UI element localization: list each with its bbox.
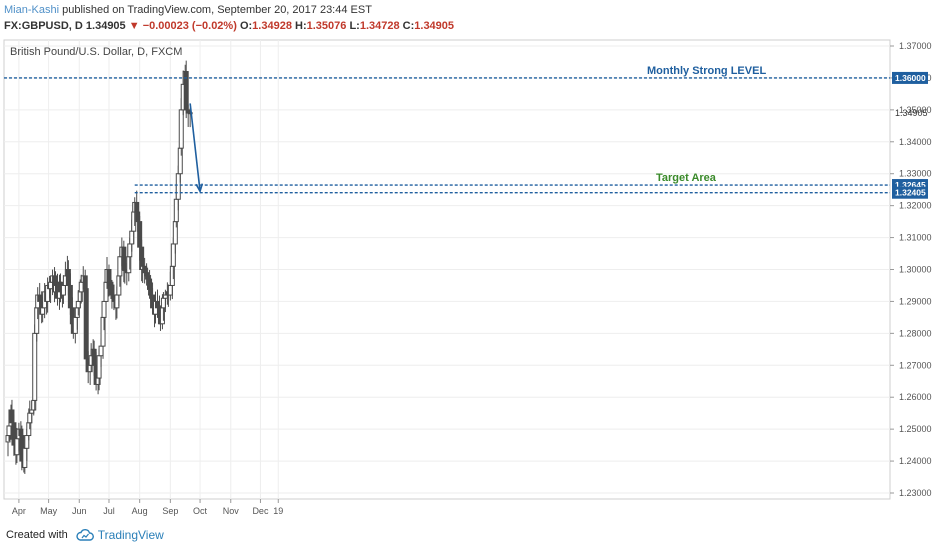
candle-body: [83, 288, 89, 360]
x-tick-label: 19: [273, 506, 283, 516]
candle-body: [109, 284, 115, 296]
candle-body: [96, 355, 102, 379]
chart-title: British Pound/U.S. Dollar, D, FXCM: [10, 46, 182, 58]
candle-body: [27, 412, 33, 424]
low-value: 1.34728: [359, 20, 400, 32]
open-value: 1.34928: [252, 20, 292, 32]
chart-area[interactable]: 1.37000 1.36000 1.35000 1.34000 1.33000 1.320…: [0, 36, 932, 520]
candle-body: [173, 198, 179, 223]
candle-body: [60, 284, 66, 296]
candle-body: [129, 230, 135, 245]
y-tick-label: 1.27000: [899, 360, 932, 370]
author-link[interactable]: Mian-Kashi: [4, 4, 60, 16]
candle-body: [91, 348, 97, 366]
chart-header: Mian-Kashi published on TradingView.com,…: [4, 2, 924, 34]
monthly-level-label: Monthly Strong LEVEL: [647, 65, 766, 77]
candle-body: [75, 300, 81, 309]
level-price-text: 1.36000: [895, 73, 926, 83]
forecast-arrowhead: [195, 183, 204, 194]
candle-body: [137, 221, 143, 248]
x-tick-label: Sep: [162, 506, 178, 516]
candle-body: [9, 409, 15, 424]
candle-body: [117, 256, 123, 277]
y-tick-label: 1.35000: [899, 105, 932, 115]
x-tick-label: Apr: [12, 506, 26, 516]
y-tick-label: 1.32000: [899, 201, 932, 211]
price-change: −0.00023 (−0.02%): [142, 20, 237, 32]
tradingview-logo[interactable]: TradingView: [76, 528, 164, 542]
x-tick-label: Oct: [193, 506, 208, 516]
candle-body: [65, 269, 71, 286]
candle-body: [48, 281, 54, 290]
y-tick-label: 1.37000: [899, 41, 932, 51]
y-tick-label: 1.25000: [899, 424, 932, 434]
candle-body: [135, 211, 141, 223]
level-price-tag: [892, 186, 928, 199]
candle-body: [106, 269, 112, 283]
price-chart[interactable]: 1.37000 1.36000 1.35000 1.34000 1.33000 1.320…: [0, 36, 932, 520]
candle-body: [114, 294, 120, 309]
x-tick-label: Dec: [252, 506, 269, 516]
candle-body: [142, 265, 148, 274]
x-tick-label: Nov: [223, 506, 240, 516]
x-tick-label: Aug: [132, 506, 148, 516]
candle-body: [178, 109, 184, 149]
last-price: 1.34905: [85, 20, 126, 32]
candle-body: [40, 307, 46, 315]
down-arrow-icon: ▼: [128, 20, 140, 32]
candle-body: [170, 243, 176, 267]
target-area-label: Target Area: [656, 172, 717, 184]
candles: [5, 60, 193, 474]
candle-body: [24, 435, 30, 449]
last-price-label: 1.34905: [895, 108, 928, 118]
candle-body: [78, 281, 84, 293]
tradingview-brand: TradingView: [97, 528, 164, 542]
close-label: C:: [402, 20, 415, 32]
ohlc-line: FX:GBPUSD, D 1.34905 ▼ −0.00023 (−0.02%)…: [4, 19, 924, 34]
y-tick-label: 1.26000: [899, 392, 932, 402]
created-with-text: Created with: [6, 529, 68, 541]
published-text: published on TradingView.com, September …: [62, 4, 372, 16]
candle-body: [127, 243, 133, 258]
open-label: O:: [239, 20, 253, 32]
candle-body: [101, 300, 107, 318]
low-label: L:: [349, 20, 360, 32]
candle-body: [154, 300, 160, 309]
candle-body: [187, 112, 193, 115]
candle-body: [22, 447, 28, 468]
level-price-tag: [892, 71, 928, 84]
candle-body: [32, 332, 38, 401]
candle-body: [167, 284, 173, 296]
candle-body: [37, 294, 43, 302]
high-value: 1.35076: [306, 20, 347, 32]
level-price-text: 1.32405: [895, 188, 926, 198]
y-tick-label: 1.33000: [899, 169, 932, 179]
candle-body: [67, 284, 73, 309]
x-tick-label: May: [40, 506, 58, 516]
footer: Created with TradingView: [6, 528, 164, 542]
candle-body: [148, 288, 154, 296]
y-tick-label: 1.23000: [899, 488, 932, 498]
y-tick-label: 1.24000: [899, 456, 932, 466]
candle-body: [160, 297, 166, 309]
x-tick-label: Jun: [72, 506, 87, 516]
level-price-text: 1.32645: [895, 180, 926, 190]
candle-body: [72, 316, 78, 334]
publish-line: Mian-Kashi published on TradingView.com,…: [4, 2, 924, 19]
candle-body: [6, 425, 12, 437]
forecast-arrow: [189, 103, 201, 192]
close-value: 1.34905: [414, 20, 455, 32]
high-label: H:: [295, 20, 307, 32]
cloud-icon: [76, 529, 94, 541]
y-tick-label: 1.30000: [899, 265, 932, 275]
y-tick-label: 1.28000: [899, 328, 932, 338]
y-tick-label: 1.29000: [899, 296, 932, 306]
candle-body: [175, 173, 181, 200]
symbol-label: FX:GBPUSD, D: [4, 20, 83, 32]
y-tick-label: 1.34000: [899, 137, 932, 147]
candle-body: [98, 345, 104, 357]
x-tick-label: Jul: [103, 506, 115, 516]
candle-body: [14, 438, 20, 456]
y-tick-label: 1.31000: [899, 233, 932, 243]
